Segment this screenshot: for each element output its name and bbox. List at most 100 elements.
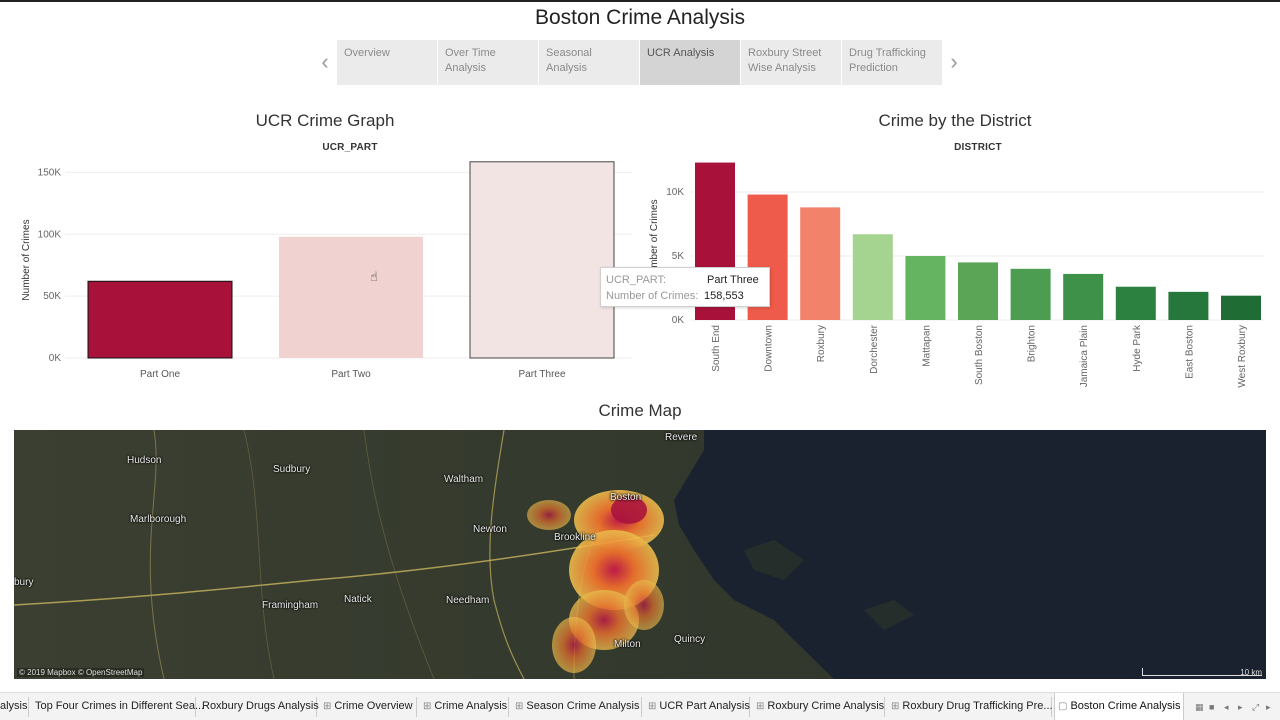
district-y-tick: 5K bbox=[672, 251, 685, 262]
ucr-bar[interactable] bbox=[279, 236, 423, 358]
ucr-bar[interactable] bbox=[469, 161, 615, 359]
tab-separator bbox=[884, 697, 885, 717]
ucr-y-tick: 50K bbox=[43, 291, 61, 302]
nav-tab-roxbury-street-wise-analysis[interactable]: Roxbury Street Wise Analysis bbox=[741, 40, 841, 85]
sheet-tab[interactable]: ⊞ Roxbury Crime Analysis bbox=[756, 700, 884, 712]
district-y-axis-label: Number of Crimes bbox=[649, 199, 660, 280]
ucr-x-tick: Part Three bbox=[518, 369, 565, 380]
district-bar[interactable] bbox=[800, 207, 841, 320]
map-place-label: Marlborough bbox=[130, 514, 187, 525]
filmstrip-icon[interactable]: ■ bbox=[1209, 702, 1215, 712]
dashboard-icon: ⊞ bbox=[323, 701, 332, 712]
ucr-y-tick: 100K bbox=[38, 229, 62, 240]
map-place-label: bury bbox=[14, 577, 34, 588]
ucr-bar[interactable] bbox=[87, 280, 233, 359]
sheet-tab[interactable]: ⊞ UCR Part Analysis bbox=[648, 700, 750, 712]
district-x-tick: South End bbox=[711, 325, 722, 372]
sheet-tab-label: Top Four Crimes in Different Sea... bbox=[35, 700, 205, 712]
district-chart-subtitle: DISTRICT bbox=[954, 142, 1002, 153]
nav-tab-label: Drug Trafficking bbox=[849, 47, 926, 59]
ucr-x-tick: Part Two bbox=[331, 369, 371, 380]
district-bar[interactable] bbox=[1115, 286, 1156, 320]
crime-map[interactable]: Revere Hudson Sudbury Waltham Boston Marlboro… bbox=[14, 430, 1266, 679]
next-sheet-icon[interactable]: ▸ bbox=[1238, 702, 1243, 712]
district-bar[interactable] bbox=[958, 262, 998, 320]
map-place-label: Boston bbox=[610, 492, 642, 503]
district-x-tick: South Boston bbox=[974, 325, 985, 385]
ucr-bar-chart[interactable]: 0K 50K 100K 150K Number of Crimes Part One Par… bbox=[0, 150, 640, 390]
ucr-y-tick: 0K bbox=[49, 353, 62, 364]
ucr-x-tick: Part One bbox=[140, 369, 180, 380]
district-x-tick: Downtown bbox=[764, 325, 775, 372]
nav-tab-over-time-analysis[interactable]: Over Time Analysis bbox=[438, 40, 538, 85]
sheet-tab[interactable]: Roxbury Drugs Analysis bbox=[202, 700, 319, 712]
hand-cursor-icon: ☝ bbox=[370, 269, 378, 284]
map-scale-label: 10 km bbox=[1240, 668, 1262, 677]
district-bar[interactable] bbox=[1010, 268, 1051, 320]
dashboard-icon: ⊞ bbox=[891, 701, 900, 712]
map-place-label: Sudbury bbox=[273, 464, 311, 475]
district-x-tick: Roxbury bbox=[816, 325, 827, 362]
sheet-tab[interactable]: ⊞ Crime Overview bbox=[323, 700, 413, 712]
fullscreen-icon[interactable]: ⤢ bbox=[1252, 702, 1260, 712]
sheet-tab[interactable]: ▢ Boston Crime Analysis bbox=[1058, 700, 1181, 712]
district-x-tick: West Roxbury bbox=[1237, 325, 1248, 388]
sheet-tab[interactable]: ⊞ Crime Analysis bbox=[423, 700, 507, 712]
tab-separator bbox=[28, 697, 29, 717]
sheet-tab[interactable]: ⊞ Season Crime Analysis bbox=[515, 700, 640, 712]
nav-tab-seasonal-analysis[interactable]: Seasonal Analysis bbox=[539, 40, 639, 85]
map-place-label: Natick bbox=[344, 594, 372, 605]
map-place-label: Milton bbox=[614, 639, 641, 650]
nav-tab-label: UCR Analysis bbox=[647, 47, 715, 59]
district-bar-chart[interactable]: 0K 5K 10K Number of Crimes South End Downtown… bbox=[640, 150, 1280, 395]
nav-tab-label: Seasonal Analysis bbox=[546, 47, 592, 74]
district-y-tick: 10K bbox=[666, 187, 684, 198]
nav-tab-label: Wise Analysis bbox=[748, 62, 816, 74]
map-place-label: Waltham bbox=[444, 474, 484, 485]
ucr-chart-subtitle: UCR_PART bbox=[322, 142, 378, 153]
prev-sheet-icon[interactable]: ◂ bbox=[1224, 702, 1229, 712]
ucr-y-tick: 150K bbox=[38, 167, 62, 178]
map-scale: 10 km bbox=[1142, 668, 1262, 677]
chevron-right-icon[interactable]: › bbox=[950, 49, 958, 74]
sheet-tab-label: Boston Crime Analysis bbox=[1070, 700, 1181, 712]
sheet-tab-label: Roxbury Crime Analysis bbox=[767, 700, 885, 712]
sheet-tab-label: Crime Overview bbox=[334, 700, 413, 712]
district-bar[interactable] bbox=[1063, 273, 1104, 320]
top-border bbox=[0, 0, 1280, 2]
district-x-tick: Mattapan bbox=[921, 325, 932, 367]
district-x-tick: Hyde Park bbox=[1132, 324, 1143, 372]
map-place-label: Revere bbox=[665, 432, 698, 443]
sheet-tab[interactable]: Top Four Crimes in Different Sea... bbox=[35, 700, 204, 712]
map-background bbox=[14, 430, 1266, 679]
sheet-tab[interactable]: ⊞ Roxbury Drug Trafficking Pre... bbox=[891, 700, 1053, 712]
sheet-tab[interactable]: alysis bbox=[0, 700, 28, 712]
district-bar[interactable] bbox=[1168, 291, 1209, 320]
map-credit: © 2019 Mapbox © OpenStreetMap bbox=[17, 668, 145, 677]
map-place-label: Framingham bbox=[262, 600, 319, 611]
grid-view-icon[interactable]: ▦ bbox=[1195, 702, 1204, 712]
active-tab-bg bbox=[1054, 693, 1184, 720]
district-bar[interactable] bbox=[1221, 295, 1261, 320]
ucr-y-axis-label: Number of Crimes bbox=[21, 219, 32, 300]
map-place-label: Hudson bbox=[127, 455, 162, 466]
chevron-left-icon[interactable]: ‹ bbox=[321, 49, 329, 74]
tab-separator bbox=[1051, 697, 1052, 717]
nav-tab-label: Prediction bbox=[849, 62, 898, 74]
tab-separator bbox=[641, 697, 642, 717]
tab-separator bbox=[749, 697, 750, 717]
district-bar[interactable] bbox=[905, 256, 946, 320]
tab-separator bbox=[316, 697, 317, 717]
nav-tab-overview[interactable]: Overview bbox=[337, 40, 437, 85]
sheet-tab-label: UCR Part Analysis bbox=[659, 700, 750, 712]
nav-tab-drug-trafficking-prediction[interactable]: Drug Trafficking Prediction bbox=[842, 40, 942, 85]
district-bar[interactable] bbox=[852, 234, 893, 320]
district-x-tick: Dorchester bbox=[869, 324, 880, 374]
nav-tab-ucr-analysis[interactable]: UCR Analysis bbox=[640, 40, 740, 85]
tab-separator bbox=[195, 697, 196, 717]
more-icon[interactable]: ▸ bbox=[1266, 702, 1271, 712]
sheet-tab-label: Crime Analysis bbox=[434, 700, 508, 712]
dashboard-title: Boston Crime Analysis bbox=[534, 6, 746, 29]
tooltip-value-count: 158,553 bbox=[704, 290, 744, 302]
map-place-label: Quincy bbox=[674, 634, 706, 645]
